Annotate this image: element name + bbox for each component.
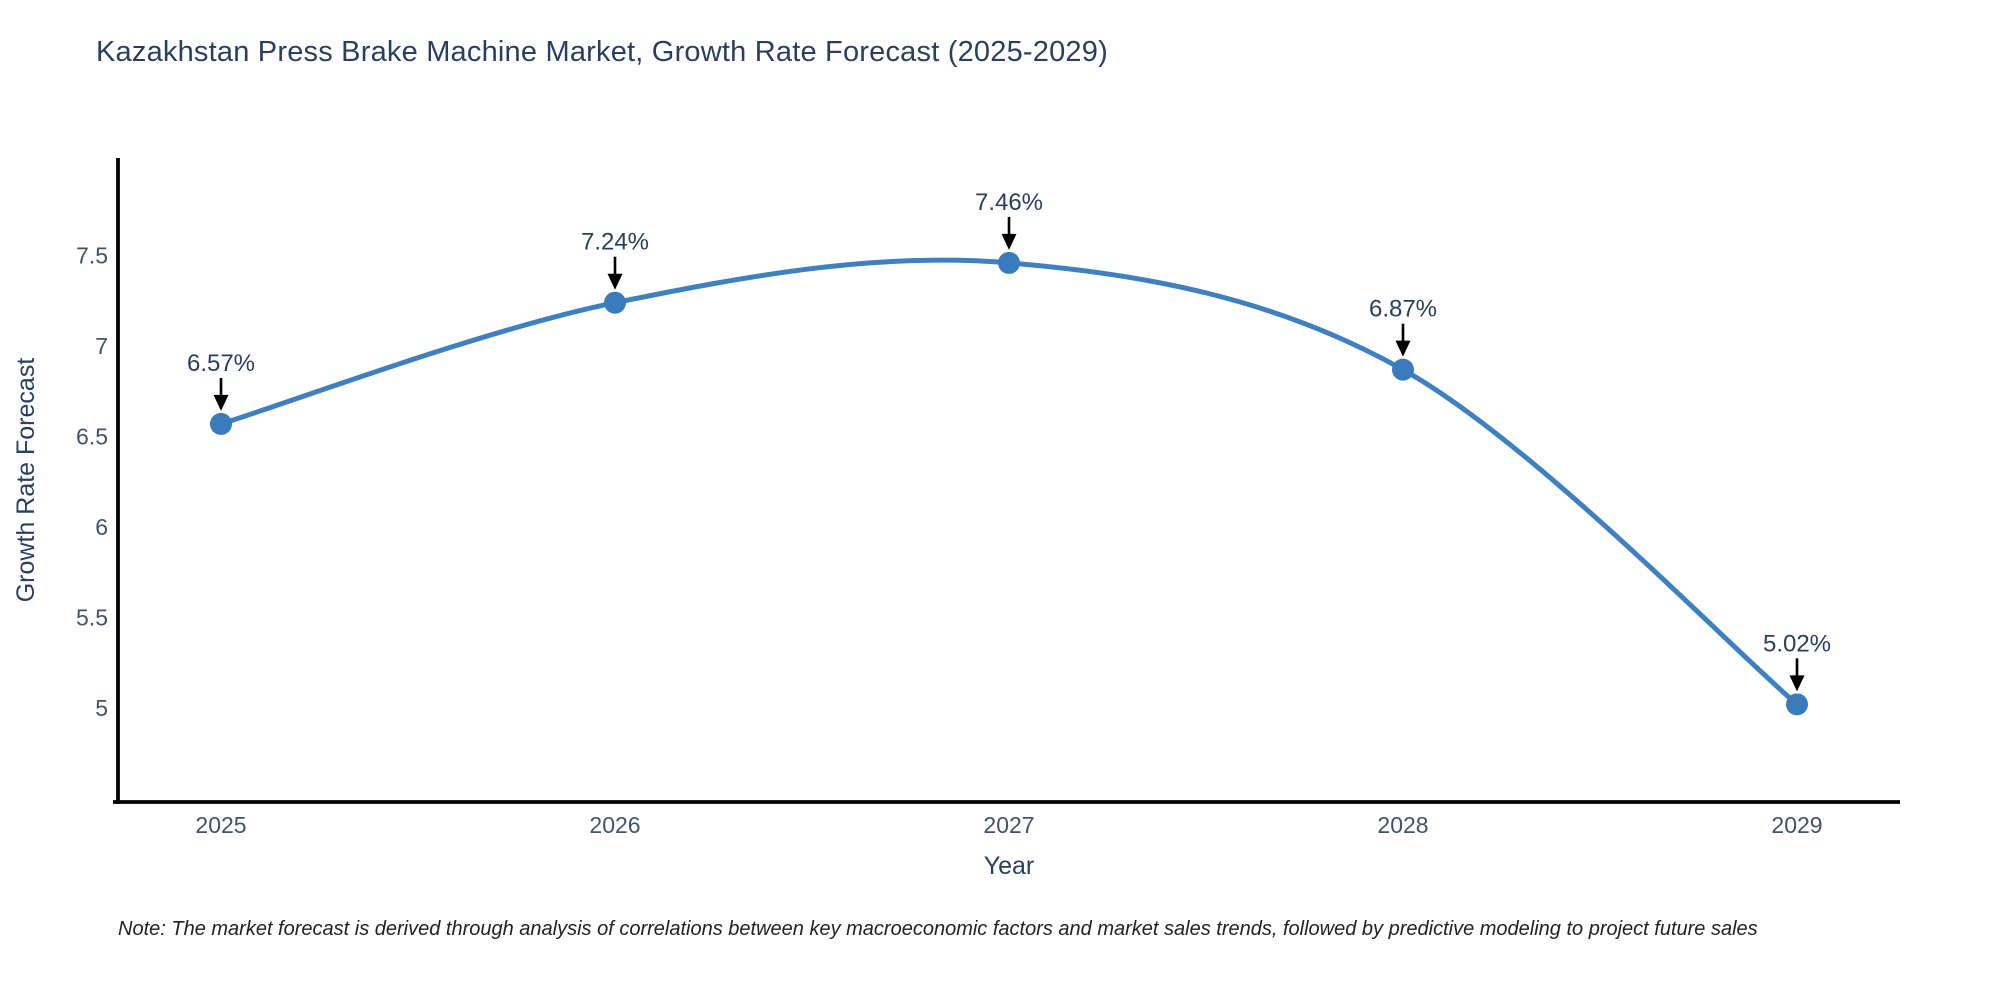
y-tick-label: 7 xyxy=(95,333,108,359)
point-value-label: 6.57% xyxy=(187,350,255,377)
y-tick-label: 5 xyxy=(95,695,108,721)
annotation-arrowhead-icon xyxy=(607,273,623,290)
x-tick-label: 2027 xyxy=(983,812,1034,838)
x-tick-label: 2029 xyxy=(1771,812,1822,838)
point-value-label: 5.02% xyxy=(1763,630,1831,657)
data-point-marker xyxy=(1392,358,1414,381)
x-tick-label: 2028 xyxy=(1377,812,1428,838)
x-axis-title: Year xyxy=(983,852,1035,880)
y-tick-label: 6 xyxy=(95,514,108,540)
footnote: Note: The market forecast is derived thr… xyxy=(118,918,1758,940)
forecast-line xyxy=(218,257,1800,707)
x-tick-label: 2025 xyxy=(195,812,246,838)
y-tick-label: 7.5 xyxy=(76,243,108,269)
data-point-marker xyxy=(1786,693,1808,716)
point-value-label: 7.24% xyxy=(581,229,649,256)
annotation-arrowhead-icon xyxy=(1789,675,1805,692)
point-value-label: 6.87% xyxy=(1369,296,1437,323)
chart-title: Kazakhstan Press Brake Machine Market, G… xyxy=(96,36,1108,68)
data-point-marker xyxy=(604,291,626,314)
point-value-label: 7.46% xyxy=(975,189,1043,216)
y-tick-label: 6.5 xyxy=(76,424,108,450)
x-tick-label: 2026 xyxy=(589,812,640,838)
annotation-arrowhead-icon xyxy=(1001,233,1017,250)
data-point-marker xyxy=(998,251,1020,274)
y-tick-label: 5.5 xyxy=(76,604,108,630)
annotation-arrowhead-icon xyxy=(1395,340,1411,357)
data-point-marker xyxy=(210,412,232,435)
annotation-arrowhead-icon xyxy=(213,394,229,411)
